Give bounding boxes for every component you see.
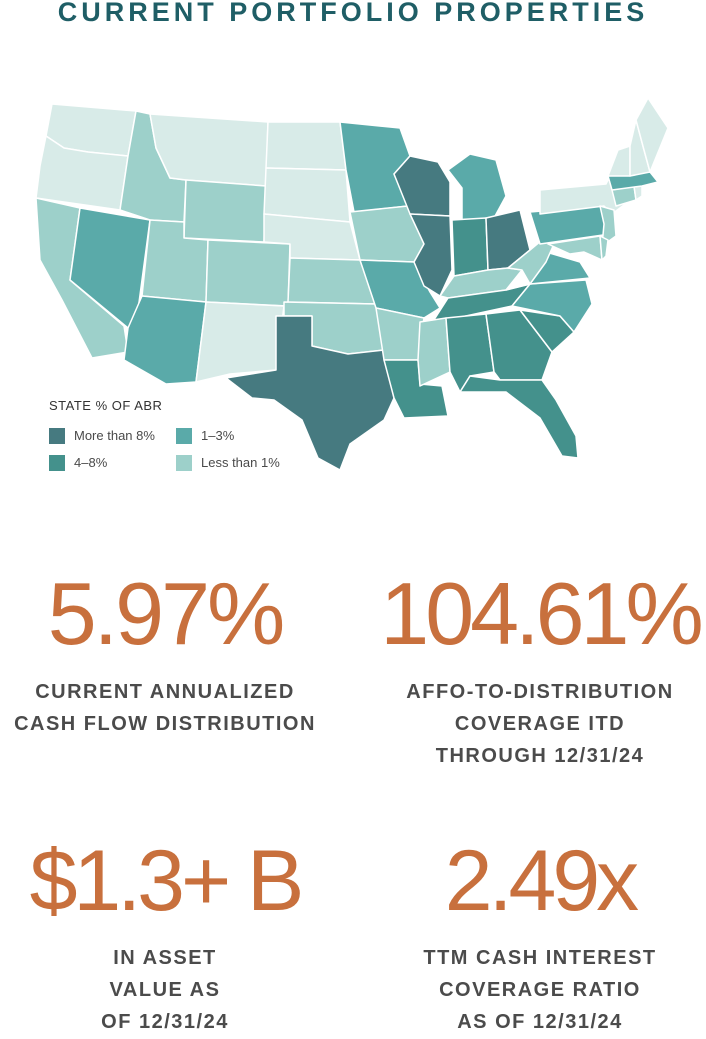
legend-swatch <box>49 455 65 471</box>
stat-caption: TTM CASH INTEREST COVERAGE RATIO AS OF 1… <box>374 942 706 1038</box>
state-maryland <box>547 235 603 261</box>
stat-distribution: 5.97% CURRENT ANNUALIZED CASH FLOW DISTR… <box>0 570 330 740</box>
legend-swatch <box>49 428 65 444</box>
caption-line: AFFO-TO-DISTRIBUTION <box>406 681 674 703</box>
stat-value: 104.61% <box>380 564 703 663</box>
page-title: CURRENT PORTFOLIO PROPERTIES <box>57 0 649 27</box>
legend-swatch <box>176 455 192 471</box>
state-mississippi <box>417 317 451 387</box>
stat-caption: AFFO-TO-DISTRIBUTION COVERAGE ITD THROUG… <box>374 676 706 772</box>
state-rhode-island <box>633 185 643 201</box>
state-south-dakota <box>263 167 351 223</box>
stat-value: $1.3+ B <box>29 833 305 929</box>
state-vermont <box>607 145 631 177</box>
state-florida <box>459 375 579 459</box>
caption-line: OF 12/31/24 <box>101 1011 229 1033</box>
state-illinois <box>409 213 453 297</box>
caption-line: COVERAGE RATIO <box>439 979 641 1001</box>
legend-label: Less than 1% <box>201 455 280 470</box>
caption-line: AS OF 12/31/24 <box>457 1011 623 1033</box>
state-indiana <box>451 217 489 277</box>
caption-line: CURRENT ANNUALIZED <box>35 681 295 703</box>
state-colorado <box>205 239 291 307</box>
stat-value: 5.97% <box>47 564 286 663</box>
state-arizona <box>123 295 207 385</box>
legend-swatch <box>176 428 192 444</box>
caption-line: COVERAGE ITD <box>454 713 626 735</box>
state-texas <box>225 315 395 471</box>
stat-value: 2.49x <box>444 833 639 929</box>
us-states-map <box>35 97 669 471</box>
state-new-jersey <box>599 205 617 247</box>
legend-label: More than 8% <box>74 428 155 443</box>
legend-label: 4–8% <box>74 455 108 470</box>
state-michigan <box>447 153 507 221</box>
state-new-mexico <box>195 301 285 383</box>
caption-line: IN ASSET <box>113 947 217 969</box>
map-legend: STATE % OF ABR More than 8% 1–3% 4–8% Le… <box>49 398 309 478</box>
stat-asset-value: $1.3+ B IN ASSET VALUE AS OF 12/31/24 <box>0 838 330 1038</box>
stat-caption: CURRENT ANNUALIZED CASH FLOW DISTRIBUTIO… <box>0 676 330 740</box>
legend-title: STATE % OF ABR <box>49 398 163 413</box>
state-north-dakota <box>265 121 347 171</box>
state-wyoming <box>183 179 267 243</box>
caption-line: CASH FLOW DISTRIBUTION <box>14 713 316 735</box>
stat-interest-coverage: 2.49x TTM CASH INTEREST COVERAGE RATIO A… <box>374 838 706 1038</box>
stat-caption: IN ASSET VALUE AS OF 12/31/24 <box>0 942 330 1038</box>
caption-line: TTM CASH INTEREST <box>423 947 657 969</box>
stat-affo-coverage: 104.61% AFFO-TO-DISTRIBUTION COVERAGE IT… <box>374 570 706 772</box>
caption-line: VALUE AS <box>109 979 221 1001</box>
state-arkansas <box>375 307 425 361</box>
legend-label: 1–3% <box>201 428 235 443</box>
state-maine <box>635 97 669 173</box>
state-delaware <box>599 235 609 261</box>
caption-line: THROUGH 12/31/24 <box>435 745 645 767</box>
